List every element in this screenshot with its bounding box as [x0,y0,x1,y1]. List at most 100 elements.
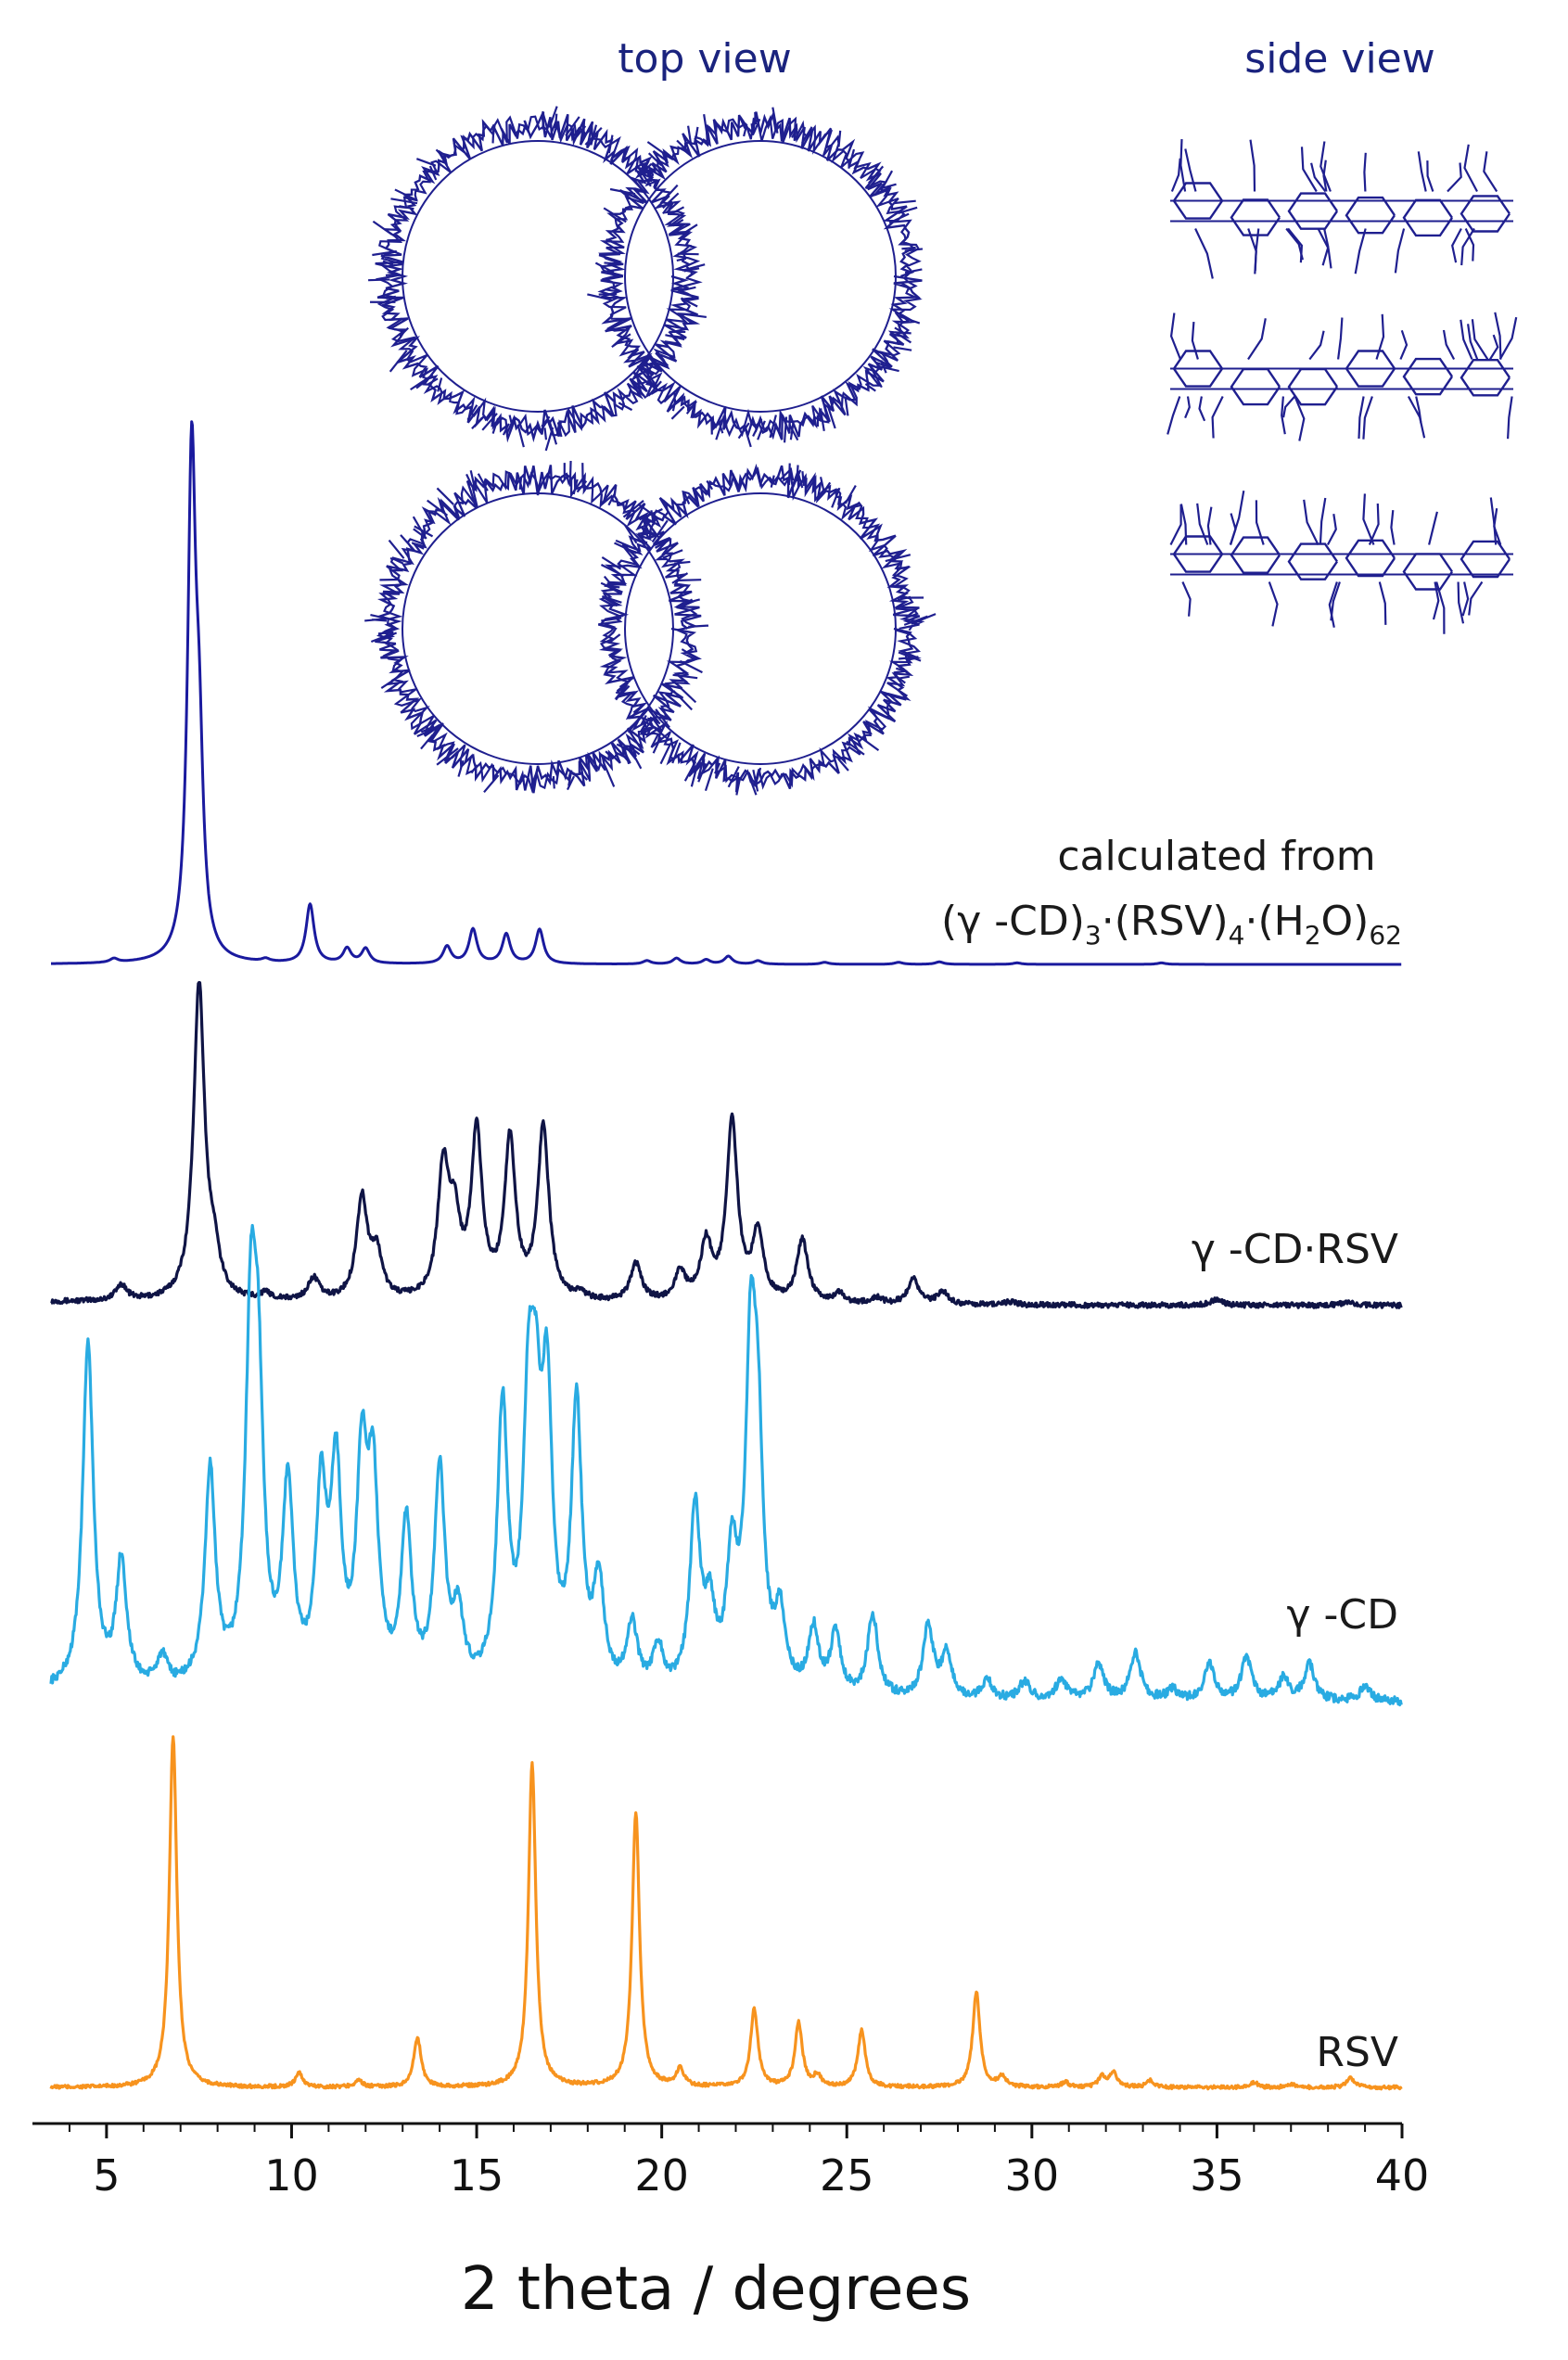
ring-substituent [600,564,625,578]
side-bond [1488,334,1499,361]
ring-substituent [483,774,500,794]
ring-substituent [502,423,510,436]
side-bond [1179,139,1187,192]
ring-substituent [893,199,916,205]
ring-substituent [491,417,500,434]
ring-substituent [556,422,563,438]
ring-substituent [637,503,660,520]
calc-label-line1: calculated from [1057,833,1375,880]
trace-rsv [49,1735,1403,2091]
side-bond [1368,503,1380,545]
ring-substituent [687,125,693,146]
ring-substituent [676,257,687,262]
side-bond [1375,313,1385,360]
trace-gcdrsv [50,980,1403,1309]
x-axis-ticks: 5 10 15 20 25 30 35 40 [68,2124,1430,2201]
side-bond [1310,162,1327,193]
ring-substituent [884,693,907,701]
ring-substituent [671,742,682,764]
ring-substituent [883,183,897,189]
gcd-label: γ -CD [1286,1591,1398,1639]
side-bond [1447,162,1462,193]
x-tick-label-40: 40 [1375,2150,1430,2201]
ring-substituent [797,473,804,489]
ring-substituent [690,763,699,787]
ring-substituent [757,420,766,440]
ring-substituent [898,665,911,676]
ring-substituent [789,421,795,440]
ring-substituent [894,326,907,336]
ring-substituent [683,492,691,505]
ring-substituent [662,200,673,215]
ring-substituent [727,766,740,788]
ring-substituent [606,238,624,249]
ring-substituent [627,711,645,734]
ring-substituent [576,479,588,493]
side-bond [1463,144,1478,193]
ring-substituent [600,581,623,593]
ring-substituent [697,762,708,783]
ring-substituent [544,427,555,452]
side-bond [1358,396,1365,440]
ring-substituent [685,400,697,415]
ring-substituent [899,281,912,290]
ring-substituent [399,205,414,210]
ring-substituent [623,747,631,765]
ring-substituent [624,524,638,544]
ring-substituent [457,759,465,777]
side-bond [1467,324,1479,360]
side-bond [1457,581,1465,624]
ring-substituent [791,127,798,138]
ring-substituent [636,165,652,187]
ring-substituent [896,565,911,571]
ring-substituent [672,689,693,711]
ring-substituent [844,485,857,504]
ring-substituent [652,736,662,754]
ring-inner-edge [624,140,897,413]
ring-substituent [554,113,558,129]
side-bond [1198,396,1206,422]
ring-substituent [904,248,924,252]
ring-substituent [622,500,644,518]
ring-substituent [847,504,861,510]
ring-substituent [602,595,618,607]
ring-substituent [372,249,397,257]
ring-substituent [647,152,663,167]
ring-substituent [896,332,912,344]
ring-substituent [607,134,614,154]
ring-substituent [470,764,478,774]
ring-substituent [857,734,880,752]
calc-label-part-4: O) [1321,898,1370,945]
ring-substituent [491,128,495,144]
ring-substituent [410,375,433,391]
ring-substituent [383,631,398,640]
calc-label-sub-2: 4 [1229,920,1245,950]
ring-substituent [390,198,418,205]
ring-substituent [389,557,406,563]
ring-substituent [484,478,495,488]
ring-substituent [662,192,680,210]
side-bond [1282,395,1296,418]
trace-calc [50,420,1402,966]
ring-substituent [651,519,669,543]
ring-substituent [901,246,916,250]
ring-substituent [775,426,784,438]
ring-substituent [898,206,918,214]
ring-drawing-2 [587,107,924,448]
ring-substituent [544,474,550,486]
top-view-label: top view [618,35,791,83]
ring-substituent [518,476,523,490]
ring-inner-edge [402,492,674,765]
ring-substituent [465,473,476,491]
ring-substituent [471,416,483,430]
ring-substituent [683,267,700,273]
x-axis: 5 10 15 20 25 30 35 40 2 theta / degrees [32,2122,1430,2324]
ring-substituent [680,286,696,292]
ring-substituent [601,617,622,622]
ring-substituent [578,771,589,781]
side-bond [1194,228,1214,279]
side-bond [1166,396,1181,435]
ring-inner-edge [402,140,674,413]
ring-drawing-4 [598,463,937,796]
side-bond [1378,581,1387,625]
